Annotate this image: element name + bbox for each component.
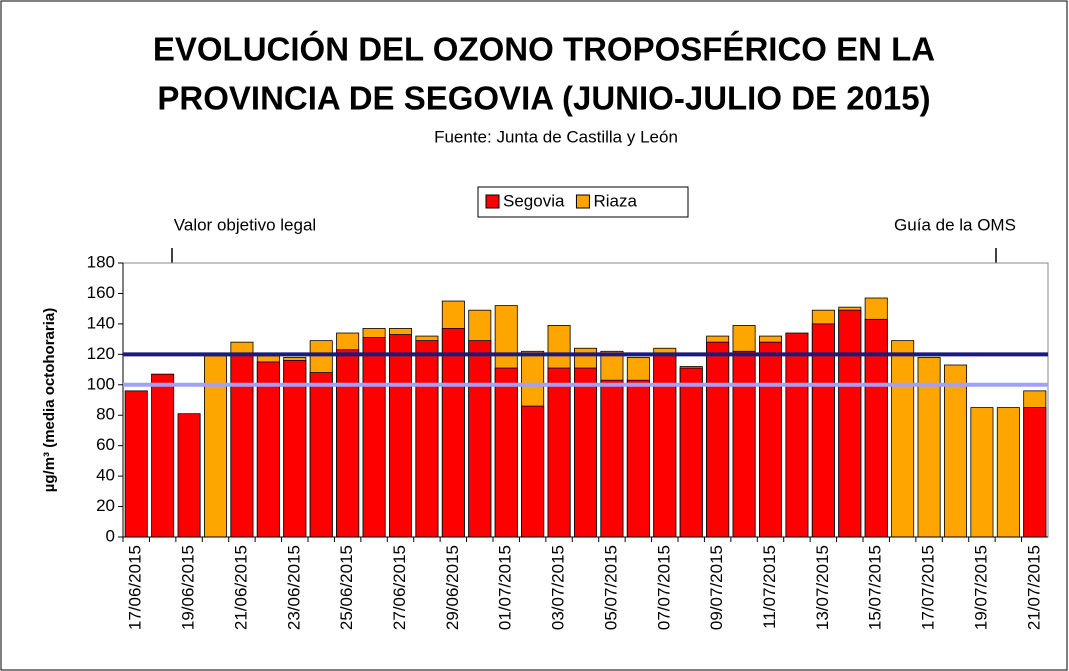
x-tick-label: 27/06/2015 — [390, 545, 409, 630]
bar — [679, 367, 703, 538]
bar — [547, 367, 571, 538]
bar — [574, 367, 598, 538]
bar — [124, 390, 148, 538]
bar — [309, 372, 333, 538]
bar — [256, 361, 280, 538]
bar — [336, 349, 360, 538]
y-tick-label: 140 — [87, 313, 115, 332]
bar — [838, 309, 862, 538]
bar — [468, 340, 492, 538]
y-tick-label: 0 — [106, 526, 115, 545]
x-tick-label: 29/06/2015 — [443, 545, 462, 630]
subtitle: Fuente: Junta de Castilla y León — [434, 127, 678, 146]
x-tick-label: 23/06/2015 — [284, 545, 303, 630]
bar — [177, 413, 201, 538]
y-tick-label: 20 — [96, 496, 115, 515]
y-axis-label: µg/m³ (media octohoraria) — [41, 308, 58, 493]
bar — [785, 332, 809, 538]
x-tick-label: 07/07/2015 — [654, 545, 673, 630]
legend-swatch — [485, 194, 500, 209]
bar — [706, 341, 730, 538]
x-tick-label: 03/07/2015 — [549, 545, 568, 630]
y-tick-label: 100 — [87, 374, 115, 393]
x-tick-label: 17/07/2015 — [919, 545, 938, 630]
x-tick-label: 09/07/2015 — [707, 545, 726, 630]
bar — [362, 337, 386, 538]
x-tick-label: 21/07/2015 — [1024, 545, 1043, 630]
x-tick-label: 01/07/2015 — [496, 545, 515, 630]
bar — [441, 328, 465, 538]
x-tick-label: 19/06/2015 — [179, 545, 198, 630]
bar — [283, 360, 307, 538]
annotation: Valor objetivo legal — [174, 215, 316, 234]
y-tick-label: 120 — [87, 344, 115, 363]
bar — [996, 407, 1020, 538]
bar — [521, 405, 545, 538]
annotation: Guía de la OMS — [894, 215, 1016, 234]
legend-swatch — [575, 194, 590, 209]
bar — [891, 340, 915, 538]
bar — [653, 353, 677, 538]
chart-title: PROVINCIA DE SEGOVIA (JUNIO-JULIO DE 201… — [157, 80, 930, 117]
bar — [230, 353, 254, 538]
x-tick-label: 13/07/2015 — [813, 545, 832, 630]
bar — [388, 334, 412, 538]
y-tick-label: 40 — [96, 466, 115, 485]
legend-label: Segovia — [503, 191, 565, 210]
x-tick-label: 17/06/2015 — [126, 545, 145, 630]
bar — [626, 379, 650, 538]
x-tick-label: 25/06/2015 — [337, 545, 356, 630]
bar — [970, 407, 994, 538]
y-tick-label: 80 — [96, 405, 115, 424]
bar — [944, 364, 968, 538]
x-tick-label: 15/07/2015 — [866, 545, 885, 630]
bar — [600, 379, 624, 538]
x-tick-label: 19/07/2015 — [971, 545, 990, 630]
bar — [494, 367, 518, 538]
bar — [759, 341, 783, 538]
y-tick-label: 60 — [96, 435, 115, 454]
bar — [1023, 407, 1047, 538]
x-tick-label: 21/06/2015 — [231, 545, 250, 630]
legend-label: Riaza — [593, 191, 637, 210]
y-tick-label: 160 — [87, 283, 115, 302]
x-tick-label: 05/07/2015 — [601, 545, 620, 630]
bar — [732, 350, 756, 538]
bar — [864, 318, 888, 538]
chart-title: EVOLUCIÓN DEL OZONO TROPOSFÉRICO EN LA — [153, 31, 935, 68]
bar — [415, 340, 439, 538]
y-tick-label: 180 — [87, 252, 115, 271]
bar — [151, 373, 175, 538]
x-tick-label: 11/07/2015 — [760, 545, 779, 629]
